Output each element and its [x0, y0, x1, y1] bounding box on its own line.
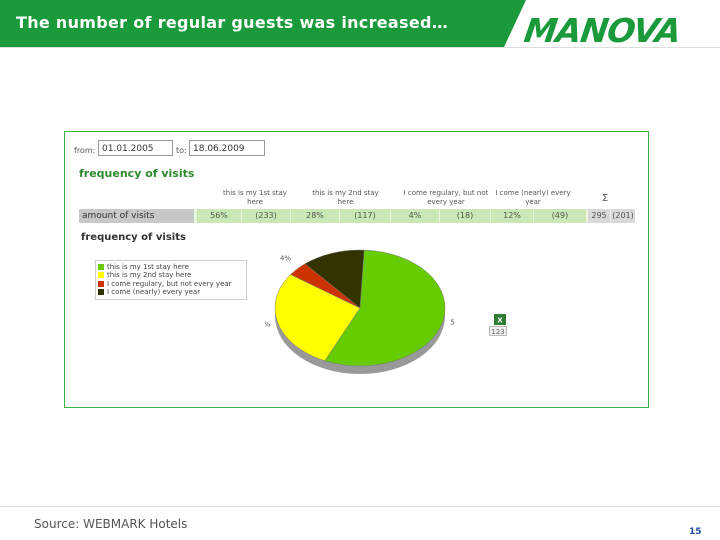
legend-item: I come (nearly) every year [98, 288, 200, 296]
to-label: to: [176, 146, 187, 155]
table-title: frequency of visits [79, 167, 195, 180]
col-head-4: I come (nearly) every year [495, 189, 571, 206]
legend-item: this is my 2nd stay here [98, 271, 191, 279]
footer-divider [0, 506, 720, 507]
pie-label: 4% [280, 255, 291, 263]
chart-legend: this is my 1st stay here this is my 2nd … [95, 260, 247, 300]
legend-label: I come regulary, but not every year [107, 280, 232, 288]
header-shape [0, 0, 526, 47]
manova-logo: MANOVA [521, 11, 706, 50]
table-row: amount of visits 56% (233) 28% (117) 4% … [79, 209, 635, 223]
cell-1st-pct: 56% [197, 209, 241, 223]
cell-sum-count: (201) [611, 209, 635, 223]
pie-chart: 12%56%28%4% [265, 249, 455, 374]
from-date-input[interactable]: 01.01.2005 [98, 140, 173, 156]
cell-sum: 295 [588, 209, 610, 223]
legend-label: this is my 1st stay here [107, 263, 189, 271]
cell-2nd-count: (117) [340, 209, 390, 223]
col-head-3: I come regulary, but not every year [403, 189, 489, 206]
col-head-1: this is my 1st stay here [223, 189, 287, 206]
slide-title: The number of regular guests was increas… [16, 13, 449, 32]
legend-swatch [98, 281, 104, 287]
legend-item: I come regulary, but not every year [98, 280, 232, 288]
cell-3rd-pct: 4% [391, 209, 439, 223]
legend-label: this is my 2nd stay here [107, 271, 192, 279]
from-label: from: [74, 146, 96, 155]
cell-1st-count: (233) [242, 209, 290, 223]
report-panel: from: 01.01.2005 to: 18.06.2009 frequenc… [64, 131, 649, 408]
source-note: Source: WEBMARK Hotels [34, 517, 188, 531]
number-format-icon[interactable]: 123 [489, 326, 507, 336]
header-band [0, 0, 526, 47]
chart-title: frequency of visits [81, 232, 186, 243]
legend-label: I come (nearly) every year [107, 288, 201, 296]
pie-slice [304, 249, 365, 309]
excel-icon[interactable]: X [494, 310, 506, 325]
row-label: amount of visits [79, 209, 194, 223]
cell-4th-pct: 12% [491, 209, 533, 223]
cell-3rd-count: (18) [440, 209, 490, 223]
pie-slice [290, 263, 361, 309]
pie-slice [324, 249, 446, 367]
cell-2nd-pct: 28% [291, 209, 339, 223]
legend-swatch [98, 289, 104, 295]
pie-label: 28% [265, 320, 271, 328]
svg-text:X: X [497, 317, 503, 325]
legend-swatch [98, 272, 104, 278]
legend-item: this is my 1st stay here [98, 263, 189, 271]
logo-text: MANOVA [521, 11, 683, 50]
page-number: 15 [689, 527, 702, 537]
col-head-2: this is my 2nd stay here [312, 189, 379, 206]
pie-slice [274, 274, 361, 362]
pie-label: 56% [450, 319, 455, 327]
legend-swatch [98, 264, 104, 270]
header-divider [0, 47, 720, 48]
col-head-sum: Σ [601, 193, 609, 204]
cell-4th-count: (49) [534, 209, 586, 223]
to-date-input[interactable]: 18.06.2009 [189, 140, 265, 156]
